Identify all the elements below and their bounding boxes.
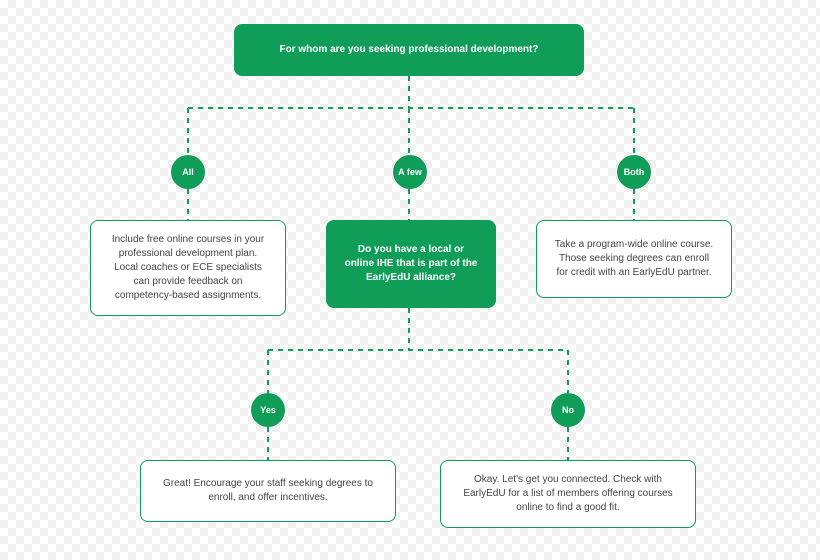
afew-badge-label: A few: [398, 167, 422, 177]
no-badge: No: [551, 393, 585, 427]
yes-answer-text: Great! Encourage your staff seeking degr…: [157, 477, 379, 505]
both-answer-text: Take a program-wide online course. Those…: [553, 238, 715, 280]
yes-badge: Yes: [251, 393, 285, 427]
no-answer-node: Okay. Let's get you connected. Check wit…: [440, 460, 696, 528]
all-answer-text: Include free online courses in your prof…: [107, 233, 269, 303]
both-badge-label: Both: [624, 167, 645, 177]
afew-question-node: Do you have a local or online IHE that i…: [326, 220, 496, 308]
yes-badge-label: Yes: [260, 405, 276, 415]
afew-badge: A few: [393, 155, 427, 189]
all-answer-node: Include free online courses in your prof…: [90, 220, 286, 316]
afew-question-text: Do you have a local or online IHE that i…: [342, 243, 480, 285]
flowchart-canvas: For whom are you seeking professional de…: [0, 0, 820, 560]
all-badge: All: [171, 155, 205, 189]
all-badge-label: All: [182, 167, 194, 177]
no-answer-text: Okay. Let's get you connected. Check wit…: [457, 473, 679, 515]
both-answer-node: Take a program-wide online course. Those…: [536, 220, 732, 298]
root-question-node: For whom are you seeking professional de…: [234, 24, 584, 76]
root-question-text: For whom are you seeking professional de…: [280, 43, 539, 57]
both-badge: Both: [617, 155, 651, 189]
yes-answer-node: Great! Encourage your staff seeking degr…: [140, 460, 396, 522]
no-badge-label: No: [562, 405, 574, 415]
